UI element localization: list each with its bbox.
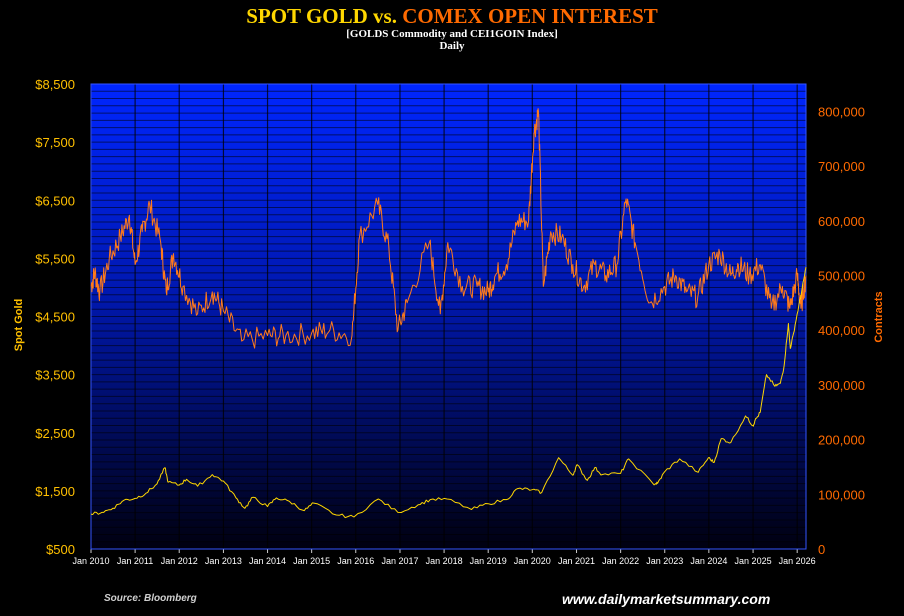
x-tick-label: Jan 2016 (337, 556, 374, 566)
spot-gold-line (90, 266, 807, 519)
x-tick-label: Jan 2023 (646, 556, 683, 566)
left-tick-label: $5,500 (35, 251, 75, 266)
source-label: Source: Bloomberg (104, 593, 197, 604)
series-lines (90, 108, 807, 519)
right-tick-label: 0 (818, 542, 825, 557)
chart-subtitle: [GOLDS Commodity and CEI1GOIN Index] (346, 28, 558, 40)
x-tick-label: Jan 2014 (249, 556, 286, 566)
x-tick-label: Jan 2019 (470, 556, 507, 566)
x-tick-label: Jan 2012 (161, 556, 198, 566)
right-tick-label: 400,000 (818, 323, 865, 338)
x-tick-label: Jan 2025 (735, 556, 772, 566)
x-tick-label: Jan 2024 (690, 556, 727, 566)
x-tick-label: Jan 2013 (205, 556, 242, 566)
left-tick-label: $1,500 (35, 484, 75, 499)
right-tick-label: 600,000 (818, 214, 865, 229)
open-interest-line (90, 108, 807, 349)
right-tick-label: 700,000 (818, 159, 865, 174)
title-vs: vs. (373, 4, 397, 28)
chart-title: SPOT GOLD vs. COMEX OPEN INTEREST (0, 4, 904, 28)
axes: Jan 2010 Jan 2011 Jan 2012 Jan 2013 Jan 2014… (35, 77, 865, 566)
x-tick-label: Jan 2026 (779, 556, 816, 566)
left-axis-title: Spot Gold (13, 299, 25, 352)
left-tick-label: $4,500 (35, 310, 75, 325)
chart-frequency: Daily (439, 40, 465, 52)
right-axis-title: Contracts (873, 291, 885, 342)
x-tick-label: Jan 2018 (426, 556, 463, 566)
right-tick-label: 500,000 (818, 268, 865, 283)
x-tick-label: Jan 2022 (602, 556, 639, 566)
right-tick-label: 100,000 (818, 487, 865, 502)
x-tick-label: Jan 2020 (514, 556, 551, 566)
title-open-interest: COMEX OPEN INTEREST (402, 4, 658, 28)
plot-frame (90, 83, 807, 550)
left-tick-label: $6,500 (35, 193, 75, 208)
chart-header: SPOT GOLD vs. COMEX OPEN INTEREST [GOLDS… (0, 4, 904, 52)
right-tick-label: 300,000 (818, 378, 865, 393)
left-tick-label: $3,500 (35, 368, 75, 383)
right-tick-label: 200,000 (818, 433, 865, 448)
right-tick-label: 800,000 (818, 104, 865, 119)
x-tick-label: Jan 2021 (558, 556, 595, 566)
website-label[interactable]: www.dailymarketsummary.com (562, 591, 771, 607)
left-tick-label: $2,500 (35, 426, 75, 441)
grid-lines (90, 84, 806, 549)
x-tick-label: Jan 2011 (117, 556, 153, 566)
title-spot-gold: SPOT GOLD (246, 4, 368, 28)
left-tick-label: $8,500 (35, 77, 75, 92)
x-tick-label: Jan 2017 (381, 556, 418, 566)
left-tick-label: $500 (46, 542, 75, 557)
x-tick-label: Jan 2010 (72, 556, 109, 566)
x-tick-label: Jan 2015 (293, 556, 330, 566)
left-tick-label: $7,500 (35, 135, 75, 150)
